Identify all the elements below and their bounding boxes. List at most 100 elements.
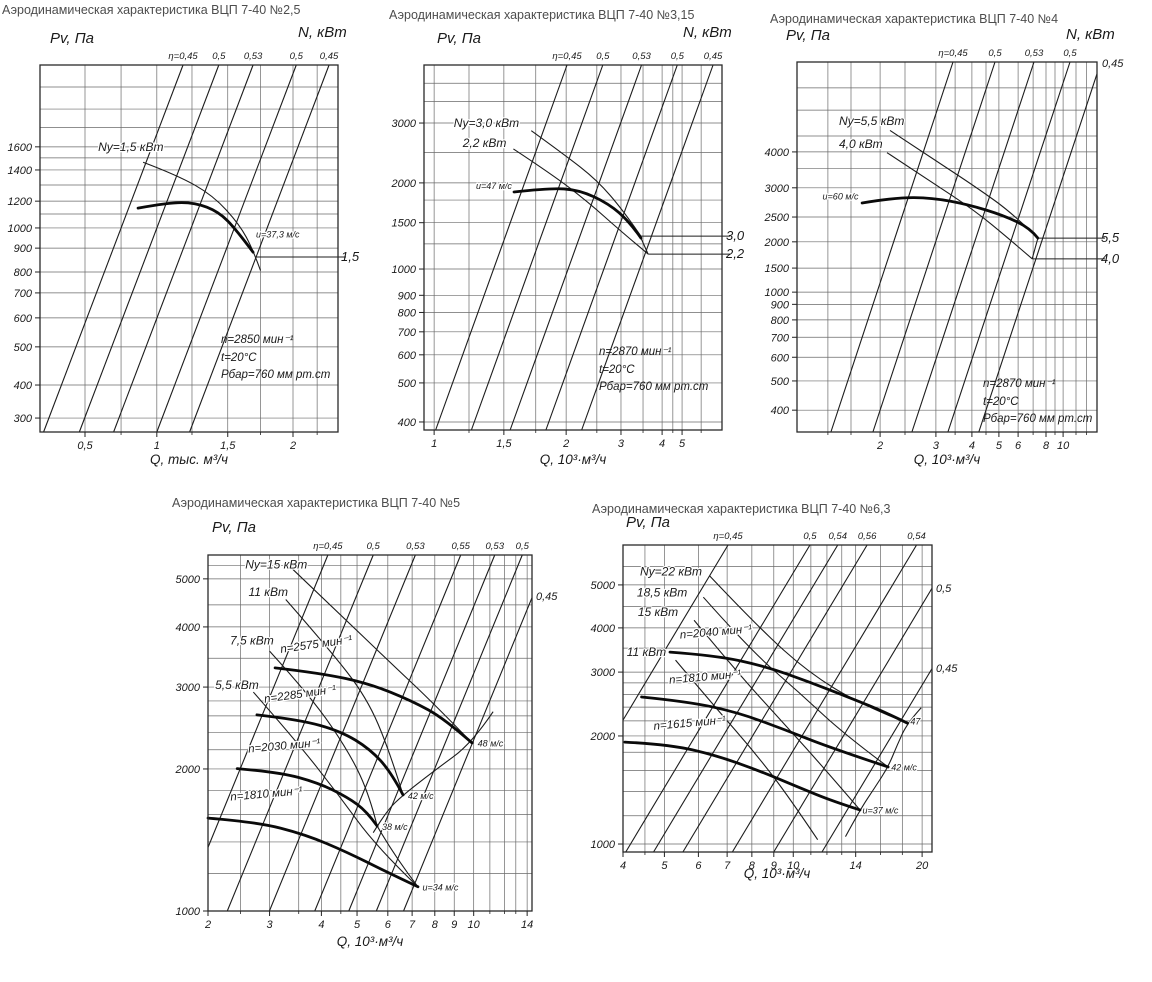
svg-text:7,5 кВт: 7,5 кВт bbox=[230, 634, 274, 648]
svg-text:600: 600 bbox=[398, 350, 417, 362]
svg-text:38 м/с: 38 м/с bbox=[382, 822, 408, 832]
svg-text:10: 10 bbox=[468, 919, 481, 931]
chart4-title: Аэродинамическая характеристика ВЦП 7-40… bbox=[172, 496, 461, 510]
svg-text:3000: 3000 bbox=[591, 667, 616, 679]
chart2-baro-line: Рбар=760 мм рт.ст bbox=[599, 381, 709, 393]
svg-text:42 м/с: 42 м/с bbox=[408, 791, 434, 801]
svg-text:0,5: 0,5 bbox=[596, 51, 610, 62]
chart1-temp-line: t=20°C bbox=[221, 351, 257, 364]
svg-text:5: 5 bbox=[679, 438, 686, 450]
chart2-rpm-line: n=2870 мин⁻¹ bbox=[599, 346, 672, 358]
svg-text:4000: 4000 bbox=[765, 147, 790, 159]
svg-text:3000: 3000 bbox=[392, 118, 417, 130]
svg-text:4: 4 bbox=[969, 440, 975, 452]
chart2-n-axis-label: N, кВт bbox=[683, 24, 732, 41]
svg-text:11 кВт: 11 кВт bbox=[249, 585, 288, 599]
svg-text:300: 300 bbox=[14, 413, 33, 425]
svg-text:8: 8 bbox=[749, 860, 756, 872]
svg-text:3: 3 bbox=[266, 919, 273, 931]
svg-text:0,5: 0,5 bbox=[77, 440, 93, 452]
svg-text:8: 8 bbox=[1043, 440, 1050, 452]
svg-text:900: 900 bbox=[398, 290, 417, 302]
svg-text:0,53: 0,53 bbox=[244, 51, 263, 62]
svg-text:2: 2 bbox=[289, 440, 296, 452]
svg-text:Ny=15 кВт: Ny=15 кВт bbox=[245, 558, 307, 572]
svg-text:8: 8 bbox=[432, 919, 439, 931]
svg-text:0,5: 0,5 bbox=[988, 48, 1002, 59]
svg-text:5000: 5000 bbox=[591, 580, 616, 592]
svg-text:14: 14 bbox=[850, 860, 862, 872]
svg-text:500: 500 bbox=[14, 342, 33, 354]
svg-text:0,53: 0,53 bbox=[1025, 48, 1044, 59]
svg-text:4,0 кВт: 4,0 кВт bbox=[839, 137, 883, 151]
svg-text:5000: 5000 bbox=[176, 574, 201, 586]
chart1-pv-axis-label: Pv, Па bbox=[50, 30, 94, 47]
svg-text:0,5: 0,5 bbox=[516, 541, 530, 552]
svg-text:800: 800 bbox=[771, 315, 790, 327]
svg-text:400: 400 bbox=[398, 417, 417, 429]
chart1-baro-line: Рбар=760 мм рт.ст bbox=[221, 369, 331, 381]
svg-text:u=60 м/с: u=60 м/с bbox=[823, 192, 859, 202]
svg-text:u=47 м/с: u=47 м/с bbox=[476, 181, 512, 191]
chart1-title: Аэродинамическая характеристика ВЦП 7-40… bbox=[2, 3, 301, 17]
chart2-power-value-label-1: 3,0 bbox=[726, 228, 745, 243]
svg-text:2000: 2000 bbox=[175, 764, 201, 776]
svg-text:u=34 м/с: u=34 м/с bbox=[422, 882, 458, 892]
svg-text:9: 9 bbox=[771, 860, 777, 872]
svg-text:3000: 3000 bbox=[176, 682, 201, 694]
chart3-conditions: n=2870 мин⁻¹ t=20°C Рбар=760 мм рт.ст bbox=[983, 376, 1092, 429]
chart3-baro-line: Рбар=760 мм рт.ст bbox=[983, 413, 1093, 425]
svg-text:0,54: 0,54 bbox=[829, 531, 848, 542]
svg-text:5: 5 bbox=[661, 860, 668, 872]
svg-text:0,53: 0,53 bbox=[406, 541, 425, 552]
svg-text:2,2 кВт: 2,2 кВт bbox=[462, 136, 507, 150]
svg-text:1000: 1000 bbox=[392, 264, 417, 276]
chart3-power-value-label-2: 4,0 bbox=[1101, 251, 1120, 266]
svg-text:4000: 4000 bbox=[176, 622, 201, 634]
svg-text:n=2030 мин⁻¹: n=2030 мин⁻¹ bbox=[248, 737, 321, 755]
svg-text:0,53: 0,53 bbox=[632, 51, 651, 62]
svg-text:1000: 1000 bbox=[8, 223, 33, 235]
svg-text:600: 600 bbox=[14, 313, 33, 325]
svg-text:48 м/с: 48 м/с bbox=[478, 739, 504, 749]
svg-text:900: 900 bbox=[14, 243, 33, 255]
svg-text:900: 900 bbox=[771, 299, 790, 311]
chart5-eta-right-label-2: 0,45 bbox=[936, 663, 958, 675]
chart3-title: Аэродинамическая характеристика ВЦП 7-40… bbox=[770, 12, 1059, 26]
svg-text:400: 400 bbox=[771, 405, 790, 417]
svg-text:5: 5 bbox=[996, 440, 1003, 452]
svg-text:1000: 1000 bbox=[176, 906, 201, 918]
chart1-n-axis-label: N, кВт bbox=[298, 24, 347, 41]
svg-text:0,5: 0,5 bbox=[212, 51, 226, 62]
svg-text:0,5: 0,5 bbox=[671, 51, 685, 62]
svg-text:700: 700 bbox=[771, 332, 790, 344]
svg-text:η=0,45: η=0,45 bbox=[313, 541, 343, 552]
svg-text:0,5: 0,5 bbox=[290, 51, 304, 62]
svg-text:n=1810 мин⁻¹: n=1810 мин⁻¹ bbox=[230, 785, 303, 803]
chart2-temp-line: t=20°C bbox=[599, 363, 635, 376]
svg-text:14: 14 bbox=[521, 919, 533, 931]
svg-text:4: 4 bbox=[659, 438, 665, 450]
chart1-rpm-line: n=2850 мин⁻¹ bbox=[221, 334, 294, 346]
svg-text:1400: 1400 bbox=[8, 165, 33, 177]
svg-text:7: 7 bbox=[409, 919, 416, 931]
svg-text:500: 500 bbox=[771, 376, 790, 388]
svg-text:Ny=5,5 кВт: Ny=5,5 кВт bbox=[839, 114, 904, 128]
svg-text:1000: 1000 bbox=[591, 839, 616, 851]
svg-text:10: 10 bbox=[1057, 440, 1070, 452]
svg-text:1,5: 1,5 bbox=[220, 440, 236, 452]
svg-text:5,5 кВт: 5,5 кВт bbox=[215, 678, 259, 692]
svg-text:u=37 м/с: u=37 м/с bbox=[862, 806, 898, 816]
chart3-pv-axis-label: Pv, Па bbox=[786, 27, 830, 44]
chart2-conditions: n=2870 мин⁻¹ t=20°C Рбар=760 мм рт.ст bbox=[599, 344, 708, 397]
chart5-title: Аэродинамическая характеристика ВЦП 7-40… bbox=[592, 502, 891, 516]
svg-text:18,5 кВт: 18,5 кВт bbox=[637, 585, 687, 599]
chart3-rpm-line: n=2870 мин⁻¹ bbox=[983, 378, 1056, 390]
svg-text:0,53: 0,53 bbox=[485, 541, 504, 552]
svg-text:0,55: 0,55 bbox=[451, 541, 470, 552]
svg-text:η=0,45: η=0,45 bbox=[168, 51, 198, 62]
svg-text:4000: 4000 bbox=[591, 623, 616, 635]
svg-text:6: 6 bbox=[385, 919, 392, 931]
chart3-x-axis-title: Q, 10³·м³/ч bbox=[913, 452, 981, 467]
